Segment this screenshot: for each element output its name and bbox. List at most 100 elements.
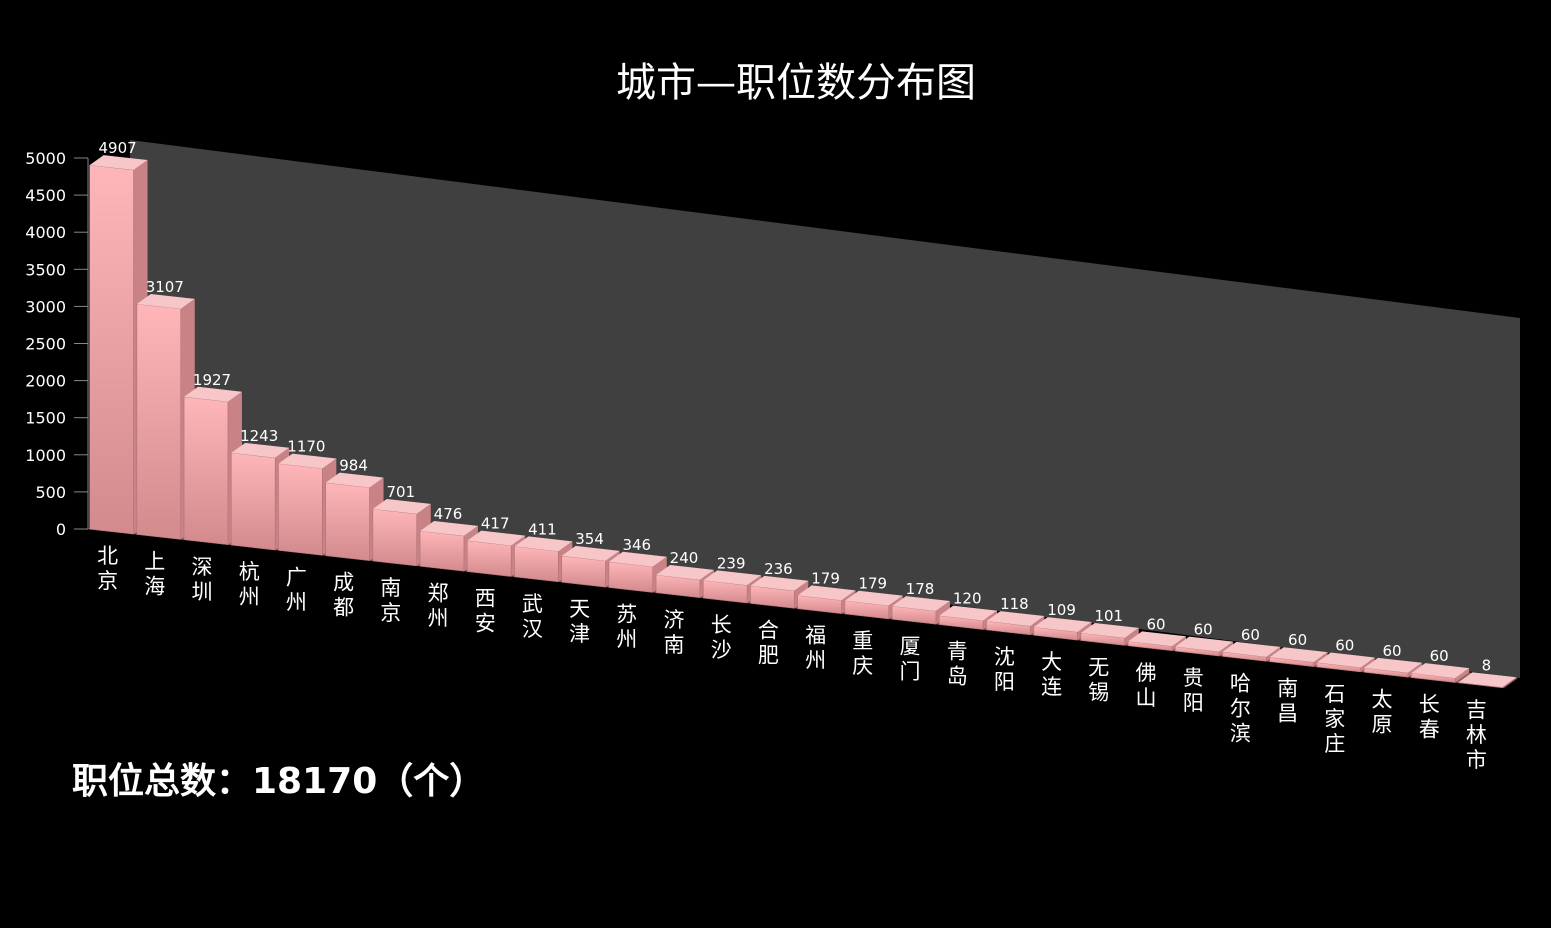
- x-tick-label: 州: [616, 627, 637, 651]
- x-tick-label: 深: [192, 555, 213, 579]
- x-tick-label: 山: [1136, 686, 1157, 710]
- x-tick-label: 圳: [192, 580, 213, 604]
- data-label: 984: [339, 457, 368, 475]
- bar: [278, 463, 323, 556]
- x-tick-label: 尔: [1230, 696, 1251, 720]
- x-tick-label: 太: [1372, 687, 1393, 711]
- x-tick-label: 昌: [1277, 702, 1298, 726]
- x-tick-label: 长: [1419, 693, 1440, 717]
- data-label: 60: [1335, 637, 1354, 655]
- bar-top: [420, 520, 478, 536]
- data-label: 4907: [99, 139, 137, 157]
- x-tick-label: 成: [333, 571, 354, 595]
- x-tick-label: 石: [1324, 682, 1345, 706]
- y-tick-label: 1500: [25, 409, 66, 428]
- bar-top: [608, 551, 667, 567]
- x-tick-label: 南: [1277, 677, 1298, 701]
- bar: [372, 508, 418, 567]
- y-tick-label: 0: [56, 520, 66, 539]
- bar: [561, 555, 606, 588]
- x-tick-label: 林: [1466, 723, 1487, 747]
- x-tick-label: 滨: [1230, 721, 1251, 745]
- bar: [797, 595, 842, 614]
- data-label: 101: [1094, 607, 1123, 625]
- data-label: 240: [670, 549, 699, 567]
- x-tick-label: 天: [569, 597, 590, 621]
- data-label: 701: [386, 483, 415, 501]
- bar-top: [514, 536, 573, 552]
- bar: [136, 303, 182, 540]
- x-tick-label: 合: [758, 618, 779, 642]
- x-tick-label: 市: [1466, 748, 1487, 772]
- x-tick-label: 京: [97, 569, 118, 593]
- y-tick-label: 3000: [25, 297, 66, 316]
- bar-top: [372, 498, 431, 514]
- bar-top: [1316, 652, 1375, 668]
- bar: [466, 540, 512, 577]
- x-tick-label: 安: [475, 612, 496, 636]
- data-label: 60: [1146, 615, 1165, 633]
- bar-top: [184, 386, 242, 402]
- x-tick-label: 家: [1324, 707, 1345, 731]
- bar-top: [561, 545, 620, 561]
- x-tick-label: 海: [144, 574, 165, 598]
- data-label: 109: [1047, 601, 1076, 619]
- bar-top: [1411, 663, 1470, 679]
- x-tick-label: 青: [947, 640, 968, 664]
- data-label: 60: [1241, 626, 1260, 644]
- x-tick-label: 长: [711, 613, 732, 637]
- bar-top: [1128, 631, 1186, 647]
- x-tick-label: 济: [664, 608, 685, 632]
- data-label: 346: [622, 536, 651, 554]
- bar-side: [1124, 627, 1139, 646]
- x-tick-label: 津: [569, 622, 590, 646]
- x-tick-label: 大: [1041, 650, 1062, 674]
- chart-title: 城市—职位数分布图: [616, 60, 976, 106]
- x-tick-label: 广: [286, 565, 307, 589]
- data-label: 179: [811, 569, 840, 587]
- x-tick-label: 厦: [900, 634, 921, 658]
- x-tick-label: 汉: [522, 617, 543, 641]
- bar: [514, 546, 559, 583]
- x-tick-label: 阳: [1183, 691, 1204, 715]
- data-label: 60: [1430, 647, 1449, 665]
- data-label: 120: [953, 590, 982, 608]
- x-tick-label: 庄: [1324, 732, 1345, 756]
- total-positions-label: 职位总数：18170（个）: [72, 761, 486, 802]
- bar: [608, 561, 654, 593]
- x-tick-label: 贵: [1183, 666, 1204, 690]
- x-tick-label: 南: [664, 633, 685, 657]
- x-tick-label: 武: [522, 592, 543, 616]
- bar-top: [467, 530, 526, 546]
- data-label: 411: [528, 520, 557, 538]
- bar-top: [325, 472, 384, 488]
- bar-top: [1269, 647, 1328, 663]
- x-tick-label: 杭: [239, 560, 260, 584]
- y-tick-label: 4500: [25, 186, 66, 205]
- x-tick-label: 岛: [947, 665, 968, 689]
- x-tick-label: 福: [805, 624, 826, 648]
- data-label: 179: [858, 575, 887, 593]
- bar: [89, 164, 134, 535]
- bar-top: [892, 596, 950, 612]
- bar-top: [136, 293, 195, 309]
- data-label: 236: [764, 560, 793, 578]
- y-tick-label: 500: [35, 483, 66, 502]
- x-tick-label: 州: [805, 649, 826, 673]
- x-tick-label: 京: [380, 601, 401, 625]
- bar: [655, 574, 701, 599]
- bar-side: [1502, 677, 1517, 688]
- x-tick-label: 州: [286, 590, 307, 614]
- x-tick-label: 无: [1088, 655, 1109, 679]
- data-label: 3107: [146, 278, 184, 296]
- x-tick-label: 锡: [1088, 680, 1109, 704]
- data-label: 417: [481, 515, 510, 533]
- bar-side: [1455, 668, 1470, 683]
- x-tick-label: 哈: [1230, 671, 1251, 695]
- y-tick-label: 4000: [25, 223, 66, 242]
- x-tick-label: 沙: [711, 638, 732, 662]
- bar-top: [986, 611, 1045, 627]
- data-label: 1243: [240, 427, 278, 445]
- x-tick-label: 原: [1372, 712, 1393, 736]
